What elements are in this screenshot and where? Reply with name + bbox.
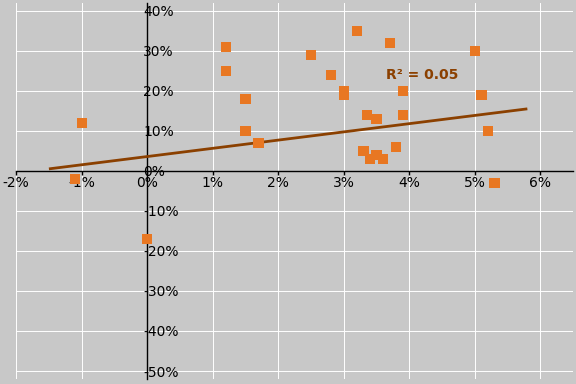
Point [70, 176, 79, 182]
Point [241, 128, 250, 134]
Point [372, 116, 381, 122]
Point [339, 92, 348, 98]
Point [385, 40, 395, 46]
Point [378, 156, 388, 162]
Point [477, 92, 486, 98]
Point [326, 72, 335, 78]
Point [221, 44, 230, 50]
Point [339, 88, 348, 94]
Point [254, 140, 263, 146]
Point [362, 112, 372, 118]
Point [490, 180, 499, 186]
Point [353, 28, 362, 34]
Point [241, 96, 250, 102]
Point [365, 156, 374, 162]
Point [471, 48, 480, 54]
Point [143, 236, 152, 242]
Point [306, 52, 316, 58]
Point [359, 148, 368, 154]
Point [398, 112, 407, 118]
Point [221, 68, 230, 74]
Point [392, 144, 401, 150]
Point [372, 152, 381, 158]
Point [77, 120, 86, 126]
Text: R² = 0.05: R² = 0.05 [386, 68, 459, 82]
Point [483, 128, 492, 134]
Point [398, 88, 407, 94]
